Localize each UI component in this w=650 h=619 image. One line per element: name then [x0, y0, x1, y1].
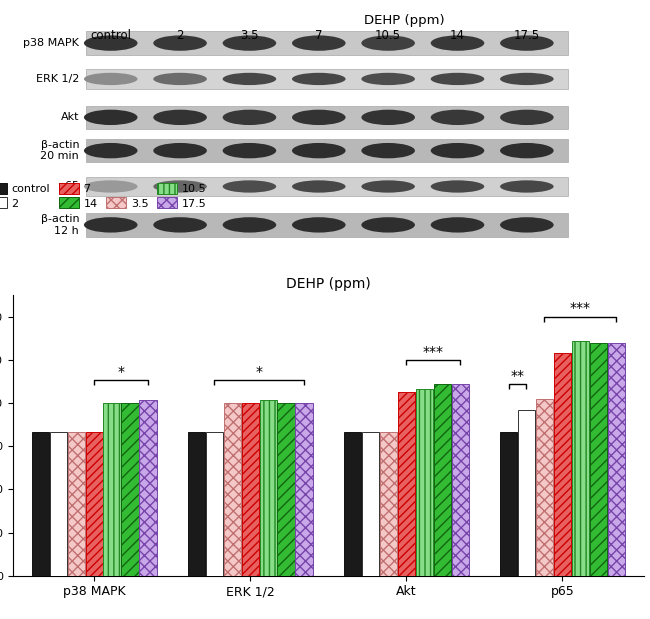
Bar: [224, 403, 241, 576]
Bar: [518, 410, 535, 576]
Ellipse shape: [223, 217, 276, 233]
Ellipse shape: [500, 110, 554, 125]
Ellipse shape: [431, 180, 484, 193]
Text: Akt: Akt: [60, 113, 79, 123]
Bar: [86, 69, 568, 89]
Ellipse shape: [223, 35, 276, 51]
Bar: [49, 432, 67, 576]
Ellipse shape: [431, 217, 484, 233]
Bar: [86, 139, 568, 162]
Title: DEHP (ppm): DEHP (ppm): [286, 277, 370, 292]
Text: p38 MAPK: p38 MAPK: [23, 38, 79, 48]
Ellipse shape: [292, 180, 346, 193]
Ellipse shape: [361, 35, 415, 51]
Ellipse shape: [84, 73, 138, 85]
Ellipse shape: [84, 110, 138, 125]
Bar: [86, 177, 568, 196]
Bar: [380, 432, 397, 576]
Text: control: control: [90, 29, 131, 42]
Text: 14: 14: [450, 29, 465, 42]
Text: 17.5: 17.5: [514, 29, 540, 42]
Ellipse shape: [84, 143, 138, 158]
Ellipse shape: [500, 143, 554, 158]
Bar: [68, 432, 84, 576]
Ellipse shape: [500, 217, 554, 233]
Text: β-actin
20 min: β-actin 20 min: [40, 140, 79, 162]
Bar: [362, 432, 379, 576]
Bar: [344, 432, 361, 576]
Text: *: *: [255, 365, 263, 379]
Bar: [103, 403, 121, 576]
Bar: [554, 353, 571, 576]
Bar: [608, 343, 625, 576]
Bar: [500, 432, 517, 576]
Ellipse shape: [431, 143, 484, 158]
Bar: [572, 341, 589, 576]
Ellipse shape: [431, 35, 484, 51]
Ellipse shape: [292, 110, 346, 125]
Text: 10.5: 10.5: [375, 29, 401, 42]
Ellipse shape: [292, 217, 346, 233]
Ellipse shape: [431, 73, 484, 85]
Text: ***: ***: [422, 345, 444, 358]
Ellipse shape: [223, 73, 276, 85]
Bar: [452, 384, 469, 576]
Bar: [86, 106, 568, 129]
Ellipse shape: [292, 35, 346, 51]
Ellipse shape: [84, 180, 138, 193]
Bar: [86, 32, 568, 54]
Ellipse shape: [84, 35, 138, 51]
Bar: [242, 403, 259, 576]
Ellipse shape: [153, 35, 207, 51]
Bar: [434, 384, 451, 576]
Ellipse shape: [361, 73, 415, 85]
Ellipse shape: [500, 73, 554, 85]
Ellipse shape: [153, 217, 207, 233]
Text: p65: p65: [58, 181, 79, 191]
Text: ***: ***: [570, 301, 591, 315]
Text: 7: 7: [315, 29, 322, 42]
Ellipse shape: [361, 217, 415, 233]
Text: **: **: [510, 369, 525, 383]
Legend: control, 2, 7, 14, , 3.5, 10.5, 17.5: control, 2, 7, 14, , 3.5, 10.5, 17.5: [0, 183, 207, 209]
Bar: [86, 432, 103, 576]
Text: 3.5: 3.5: [240, 29, 259, 42]
Ellipse shape: [153, 73, 207, 85]
Ellipse shape: [361, 110, 415, 125]
Bar: [86, 213, 568, 236]
Bar: [139, 400, 157, 576]
Bar: [32, 432, 49, 576]
Ellipse shape: [292, 143, 346, 158]
Bar: [296, 403, 313, 576]
Ellipse shape: [153, 143, 207, 158]
Ellipse shape: [500, 35, 554, 51]
Text: DEHP (ppm): DEHP (ppm): [363, 14, 444, 27]
Bar: [122, 403, 138, 576]
Ellipse shape: [223, 110, 276, 125]
Text: ERK 1/2: ERK 1/2: [36, 74, 79, 84]
Ellipse shape: [84, 217, 138, 233]
Ellipse shape: [223, 143, 276, 158]
Ellipse shape: [361, 180, 415, 193]
Bar: [205, 432, 223, 576]
Text: β-actin
12 h: β-actin 12 h: [40, 214, 79, 236]
Bar: [278, 403, 294, 576]
Ellipse shape: [292, 73, 346, 85]
Bar: [415, 389, 433, 576]
Ellipse shape: [153, 180, 207, 193]
Ellipse shape: [361, 143, 415, 158]
Text: 2: 2: [176, 29, 184, 42]
Ellipse shape: [431, 110, 484, 125]
Bar: [590, 343, 607, 576]
Bar: [398, 392, 415, 576]
Text: *: *: [118, 365, 125, 379]
Bar: [259, 400, 277, 576]
Ellipse shape: [500, 180, 554, 193]
Ellipse shape: [223, 180, 276, 193]
Ellipse shape: [153, 110, 207, 125]
Bar: [536, 399, 553, 576]
Bar: [188, 432, 205, 576]
